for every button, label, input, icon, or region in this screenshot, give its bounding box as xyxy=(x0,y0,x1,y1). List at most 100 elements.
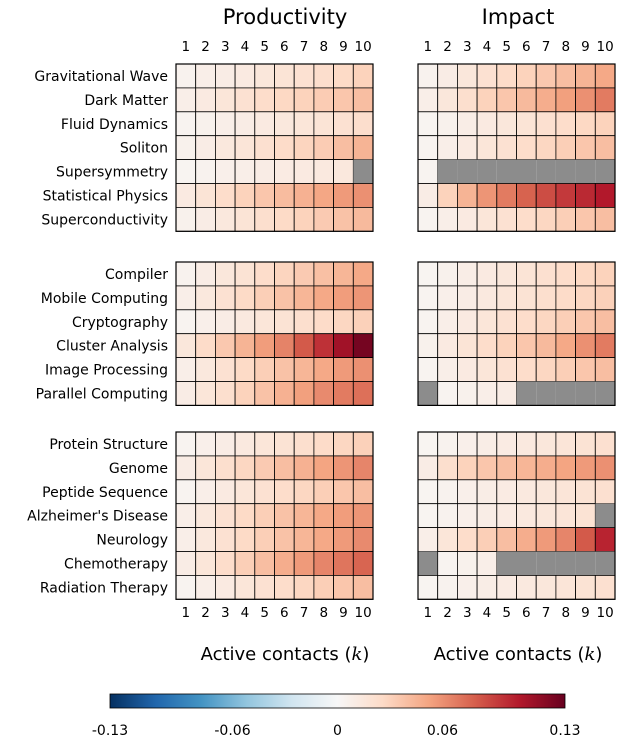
heatmap-cell xyxy=(234,285,256,311)
heatmap-cell xyxy=(234,551,256,576)
heatmap-cell xyxy=(234,135,256,160)
heatmap-cell xyxy=(293,575,315,600)
x-tick-label: 3 xyxy=(221,39,230,55)
heatmap-cell xyxy=(476,357,498,382)
heatmap-cell xyxy=(496,357,517,382)
heatmap-panel-frame xyxy=(175,431,374,600)
colorbar-tick-label: -0.13 xyxy=(92,723,128,739)
heatmap-cell xyxy=(234,261,256,287)
heatmap-cell xyxy=(214,503,236,529)
heatmap-cell xyxy=(516,309,537,335)
heatmap-cell xyxy=(274,111,295,137)
heatmap-cell xyxy=(535,135,557,160)
heatmap-cell xyxy=(555,309,577,335)
heatmap-cell xyxy=(313,333,334,359)
heatmap-cell xyxy=(214,479,236,505)
x-tick-label: 8 xyxy=(561,605,570,621)
heatmap-cell xyxy=(437,183,458,208)
heatmap-cell xyxy=(594,357,616,382)
heatmap-cell xyxy=(234,63,256,89)
heatmap-cell xyxy=(313,455,334,481)
heatmap-cell xyxy=(313,111,334,137)
x-tick-label: 6 xyxy=(522,39,531,55)
heatmap-cell xyxy=(274,503,295,529)
row-label: Soliton xyxy=(120,141,168,157)
heatmap-panel-frame xyxy=(175,261,374,406)
heatmap-cell xyxy=(333,357,354,382)
heatmap-cell xyxy=(536,551,556,576)
heatmap-cell xyxy=(516,551,537,576)
heatmap-cell xyxy=(333,575,354,600)
heatmap-cell xyxy=(417,135,439,160)
heatmap-cell xyxy=(575,206,596,232)
heatmap-cell xyxy=(254,575,275,600)
x-tick-label: 9 xyxy=(339,39,348,55)
x-tick-label: 1 xyxy=(424,39,433,55)
heatmap-cell xyxy=(313,575,334,600)
heatmap-cell xyxy=(175,135,197,160)
heatmap-cell xyxy=(214,333,236,359)
heatmap-cell xyxy=(496,285,517,311)
colorbar-ticks: -0.13 -0.06 0 0.06 0.13 xyxy=(92,723,581,739)
heatmap-cell xyxy=(595,503,615,528)
heatmap-cell xyxy=(516,87,537,113)
heatmap-cell xyxy=(456,575,478,600)
heatmap-cell xyxy=(437,431,458,457)
heatmap-cell xyxy=(313,381,334,406)
heatmap-cell xyxy=(476,285,498,311)
heatmap-cell xyxy=(214,63,236,89)
heatmap-cell xyxy=(594,455,616,481)
heatmap-cell xyxy=(594,87,616,113)
heatmap-cell xyxy=(254,159,275,184)
heatmap-cell xyxy=(496,431,517,457)
heatmap-cell xyxy=(535,285,557,311)
heatmap-cell xyxy=(195,455,216,481)
row-label: Parallel Computing xyxy=(36,386,168,402)
heatmap-cell xyxy=(417,309,439,335)
heatmap-cell xyxy=(175,87,197,113)
x-tick-label: 8 xyxy=(319,605,328,621)
heatmap-cell xyxy=(575,527,596,552)
heatmap-cell xyxy=(516,63,537,89)
heatmap-cell xyxy=(195,527,216,552)
heatmap-cell xyxy=(254,455,275,481)
x-tick-label: 10 xyxy=(355,39,372,55)
heatmap-cell xyxy=(496,206,517,232)
heatmap-cell xyxy=(476,206,498,232)
heatmap-cell xyxy=(274,63,295,89)
heatmap-cell xyxy=(313,206,334,232)
row-labels: Gravitational Wave Dark Matter Fluid Dynam… xyxy=(27,69,168,596)
heatmap-cell xyxy=(417,159,439,184)
heatmap-cell xyxy=(313,135,334,160)
x-tick-label: 2 xyxy=(201,605,210,621)
x-tick-label: 5 xyxy=(502,605,511,621)
heatmap-cell xyxy=(594,135,616,160)
heatmap-cell xyxy=(352,183,374,208)
colorbar-tick-label: 0.13 xyxy=(549,723,580,739)
heatmap-cell xyxy=(457,159,478,184)
heatmap-cell xyxy=(313,551,334,576)
heatmap-cell xyxy=(555,111,577,137)
heatmap-cell xyxy=(175,455,197,481)
x-axis-label-productivity: Active contacts (k) xyxy=(201,644,370,665)
heatmap-cell xyxy=(496,527,517,552)
heatmap-cell xyxy=(313,431,334,457)
heatmap-cell xyxy=(195,87,216,113)
heatmap-cell xyxy=(254,285,275,311)
heatmap-cell xyxy=(234,381,256,406)
heatmap-cell xyxy=(195,431,216,457)
heatmap-cell xyxy=(333,455,354,481)
heatmap-cell xyxy=(293,285,315,311)
heatmap-cell xyxy=(555,333,577,359)
heatmap-cell xyxy=(293,479,315,505)
heatmap-cell xyxy=(437,206,458,232)
heatmap-cell xyxy=(594,479,616,505)
heatmap-cell xyxy=(456,431,478,457)
heatmap-cell xyxy=(575,479,596,505)
heatmap-cell xyxy=(535,333,557,359)
heatmap-cell xyxy=(516,206,537,232)
heatmap-cell xyxy=(575,431,596,457)
row-label: Image Processing xyxy=(45,363,168,379)
heatmap-cell xyxy=(535,206,557,232)
heatmap-cell xyxy=(456,206,478,232)
